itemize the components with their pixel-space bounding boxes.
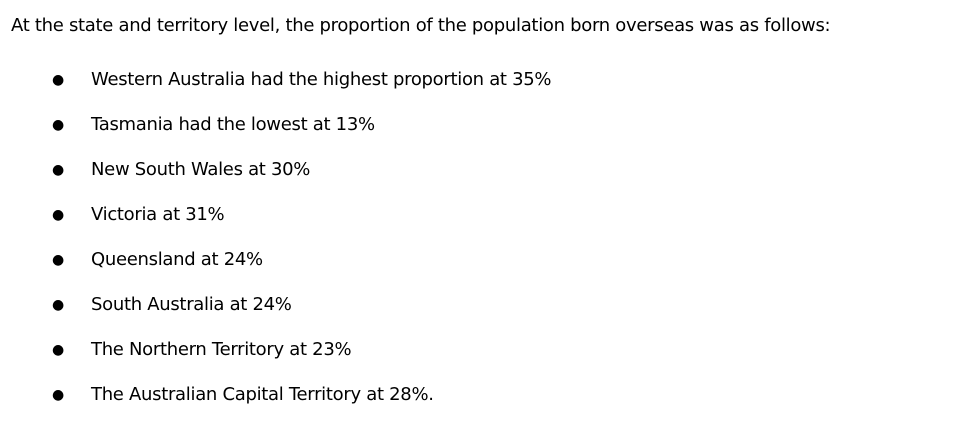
list-item-text: The Northern Territory at 23% (91, 339, 352, 360)
list-item: ● South Australia at 24% (0, 293, 956, 338)
list-item: ● The Australian Capital Territory at 28%… (0, 383, 956, 428)
list-item: ● Western Australia had the highest propo… (0, 68, 956, 113)
list-item-text: South Australia at 24% (91, 294, 292, 315)
list-item: ● Queensland at 24% (0, 248, 956, 293)
list-item-text: Tasmania had the lowest at 13% (91, 114, 375, 135)
list-item-text: Victoria at 31% (91, 204, 225, 225)
list-item-text: Western Australia had the highest propor… (91, 69, 552, 90)
list-item-text: The Australian Capital Territory at 28%. (91, 384, 434, 405)
list-item-text: Queensland at 24% (91, 249, 263, 270)
intro-paragraph: At the state and territory level, the pr… (11, 15, 831, 36)
bullet-icon: ● (52, 342, 64, 358)
bullet-icon: ● (52, 117, 64, 133)
list-item: ● New South Wales at 30% (0, 158, 956, 203)
list-item: ● Victoria at 31% (0, 203, 956, 248)
bullet-icon: ● (52, 297, 64, 313)
list-item: ● Tasmania had the lowest at 13% (0, 113, 956, 158)
bullet-icon: ● (52, 72, 64, 88)
bullet-icon: ● (52, 207, 64, 223)
bullet-icon: ● (52, 252, 64, 268)
list-item: ● The Northern Territory at 23% (0, 338, 956, 383)
bullet-icon: ● (52, 162, 64, 178)
list-item-text: New South Wales at 30% (91, 159, 311, 180)
bullet-list: ● Western Australia had the highest propo… (0, 68, 956, 428)
bullet-icon: ● (52, 387, 64, 403)
